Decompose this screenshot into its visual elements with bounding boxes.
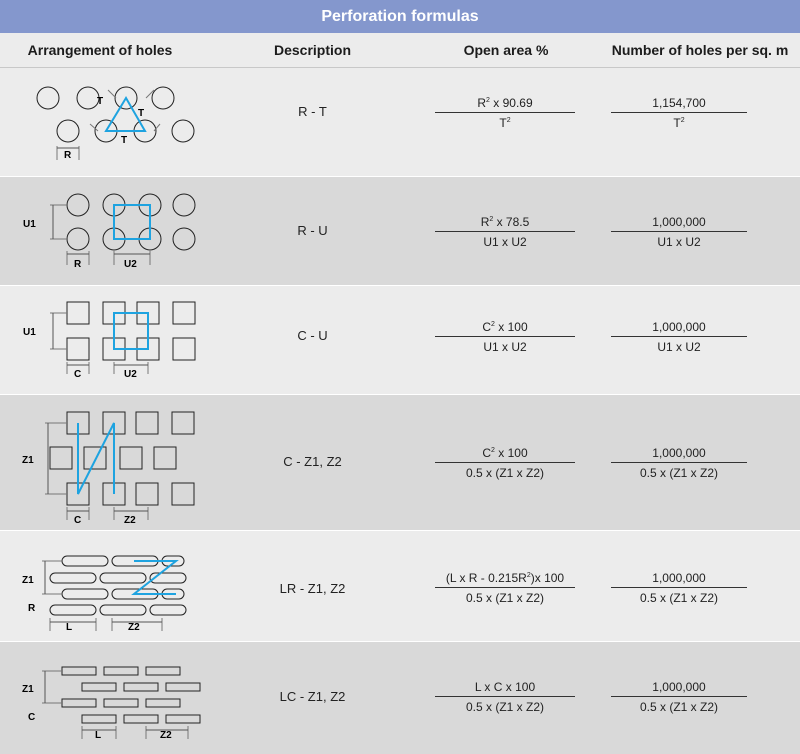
diagram-label: C bbox=[28, 712, 35, 723]
holes-formula: 1,154,700 T2 bbox=[611, 96, 747, 130]
table-row: U1 R U2 R - U R2 x 78.5 U1 x U2 1,000,00… bbox=[0, 177, 800, 285]
diagram-label: Z2 bbox=[124, 515, 136, 526]
hole-diagram-square-staggered: Z1 C Z2 bbox=[22, 411, 195, 526]
hole-diagram-square-square: U1 C U2 bbox=[23, 301, 196, 380]
open-area-formula: L x C x 100 0.5 x (Z1 x Z2) bbox=[435, 680, 575, 714]
diagram-label: U2 bbox=[124, 259, 137, 270]
hole-diagram-round-square: U1 R U2 bbox=[23, 193, 196, 270]
holes-formula: 1,000,000 0.5 x (Z1 x Z2) bbox=[611, 680, 747, 714]
row-description: R - U bbox=[297, 223, 328, 238]
holes-formula: 1,000,000 0.5 x (Z1 x Z2) bbox=[611, 446, 747, 480]
open-area-formula: (L x R - 0.215R2)x 100 0.5 x (Z1 x Z2) bbox=[435, 571, 575, 605]
table-row: Z1 R L Z2 LR - Z1, Z2 (L x R - 0.215R2)x… bbox=[0, 531, 800, 641]
diagram-label: U2 bbox=[124, 369, 137, 380]
row-description: LC - Z1, Z2 bbox=[279, 689, 346, 704]
table-row: T T T R R - T R2 x 90.69 T2 1,154,700 T2 bbox=[0, 68, 800, 176]
diagram-label: R bbox=[28, 603, 36, 614]
header-arrangement: Arrangement of holes bbox=[27, 42, 173, 58]
table-row: U1 C U2 C - U C2 x 100 U1 x U2 1,000,000… bbox=[0, 286, 800, 394]
header-holes: Number of holes per sq. m bbox=[611, 42, 789, 58]
table-row: Z1 C Z2 C - Z1, Z2 C2 x 100 0.5 x (Z1 x … bbox=[0, 395, 800, 530]
diagram-label: Z1 bbox=[22, 575, 34, 586]
header-open-area: Open area % bbox=[463, 42, 549, 58]
diagram-label: Z2 bbox=[128, 622, 140, 633]
diagram-label: R bbox=[74, 259, 82, 270]
diagram-label: U1 bbox=[23, 219, 36, 230]
row-description: C - U bbox=[297, 328, 328, 343]
diagram-label: Z2 bbox=[160, 730, 172, 741]
open-area-formula: R2 x 90.69 T2 bbox=[435, 96, 575, 130]
table-title: Perforation formulas bbox=[0, 0, 800, 33]
diagram-label: C bbox=[74, 369, 81, 380]
holes-formula: 1,000,000 U1 x U2 bbox=[611, 215, 747, 249]
diagram-label: U1 bbox=[23, 327, 36, 338]
diagram-label: Z1 bbox=[22, 684, 34, 695]
table-row: Z1 C L Z2 LC - Z1, Z2 L x C x 100 0.5 x … bbox=[0, 642, 800, 754]
open-area-formula: C2 x 100 0.5 x (Z1 x Z2) bbox=[435, 446, 575, 480]
holes-formula: 1,000,000 U1 x U2 bbox=[611, 320, 747, 354]
diagram-label: C bbox=[74, 515, 81, 526]
diagram-label: Z1 bbox=[22, 455, 34, 466]
header-description: Description bbox=[273, 42, 351, 58]
open-area-formula: R2 x 78.5 U1 x U2 bbox=[435, 215, 575, 249]
diagram-label: T bbox=[121, 135, 127, 146]
hole-diagram-slotted-round: Z1 R L Z2 bbox=[22, 555, 187, 633]
row-description: C - Z1, Z2 bbox=[283, 454, 342, 469]
open-area-formula: C2 x 100 U1 x U2 bbox=[435, 320, 575, 354]
holes-formula: 1,000,000 0.5 x (Z1 x Z2) bbox=[611, 571, 747, 605]
hole-diagram-round-triangular: T T T R bbox=[36, 86, 195, 161]
diagram-label: L bbox=[66, 622, 72, 633]
diagram-label: R bbox=[64, 150, 72, 161]
hole-diagram-slotted-square: Z1 C L Z2 bbox=[22, 666, 201, 741]
diagram-label: T bbox=[138, 108, 144, 119]
diagram-label: L bbox=[95, 730, 101, 741]
diagram-label: T bbox=[97, 96, 103, 107]
row-description: R - T bbox=[298, 104, 327, 119]
table-header-row: Arrangement of holes Description Open ar… bbox=[0, 33, 800, 68]
row-description: LR - Z1, Z2 bbox=[279, 581, 346, 596]
